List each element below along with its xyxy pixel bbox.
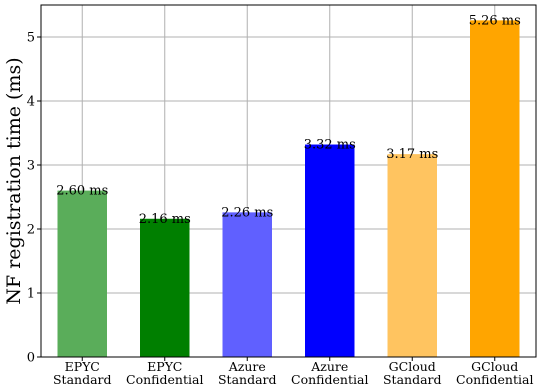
- x-tick-label-line: EPYC: [147, 359, 182, 374]
- x-tick-label-line: Standard: [218, 372, 277, 387]
- y-tick-label: 4: [27, 95, 35, 110]
- x-tick-label-line: Azure: [228, 359, 266, 374]
- bars: [57, 20, 520, 358]
- bar: [470, 20, 520, 358]
- x-tick-label-line: Confidential: [291, 372, 368, 387]
- plot-frame: [40, 4, 537, 358]
- bar: [305, 144, 355, 357]
- x-tick-label: EPYC Confidential: [126, 359, 203, 387]
- x-tick-label-line: Confidential: [126, 372, 203, 387]
- gridlines: [41, 5, 536, 358]
- x-tick-label-line: GCloud: [471, 359, 518, 374]
- data-label: 2.26 ms: [221, 205, 273, 220]
- x-tick-label: GCloud Standard: [383, 359, 442, 387]
- y-tick-label: 1: [27, 287, 35, 302]
- x-tick-label: GCloud Confidential: [456, 359, 533, 387]
- x-tick-label-line: Confidential: [456, 372, 533, 387]
- bar: [387, 154, 437, 357]
- data-label: 3.32 ms: [304, 138, 356, 153]
- x-tick-label: Azure Confidential: [291, 359, 368, 387]
- data-label: 2.60 ms: [56, 184, 108, 199]
- bar: [222, 212, 272, 357]
- y-tick-label: 2: [27, 223, 35, 238]
- y-axis-ticks: 0 1 2 3 4 5: [27, 31, 41, 366]
- x-tick-label: EPYC Standard: [53, 359, 112, 387]
- x-tick-label-line: Azure: [310, 359, 348, 374]
- x-tick-label-line: GCloud: [389, 359, 436, 374]
- bar: [140, 218, 190, 357]
- y-tick-label: 3: [27, 159, 35, 174]
- y-tick-label: 0: [27, 351, 35, 366]
- y-axis-label: NF registration time (ms): [3, 57, 25, 304]
- x-tick-label-line: Standard: [383, 372, 442, 387]
- data-label: 3.17 ms: [386, 147, 438, 162]
- x-tick-label: Azure Standard: [218, 359, 277, 387]
- data-labels: 2.60 ms 2.16 ms 2.26 ms 3.32 ms 3.17 ms 5.26 …: [56, 13, 521, 226]
- y-tick-label: 5: [27, 31, 35, 46]
- data-label: 5.26 ms: [469, 13, 521, 28]
- x-tick-label-line: Standard: [53, 372, 112, 387]
- bar: [57, 190, 107, 357]
- x-tick-label-line: EPYC: [65, 359, 100, 374]
- data-label: 2.16 ms: [139, 212, 191, 227]
